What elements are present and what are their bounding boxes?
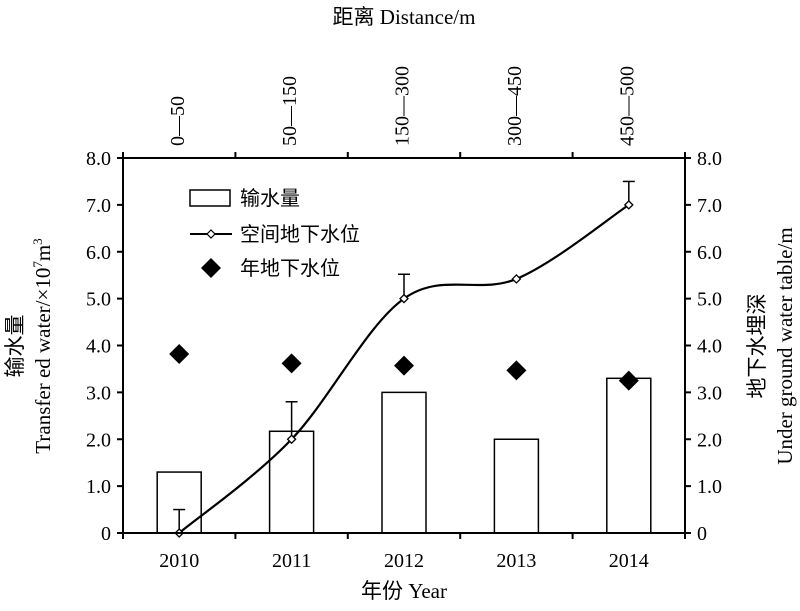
x-tick-label: 2012 <box>384 550 424 572</box>
legend-bar-label: 输水量 <box>240 186 300 210</box>
y-tick-label-left: 7.0 <box>86 195 111 217</box>
x-axis-title: 年份 Year <box>361 579 447 603</box>
left-axis-title-exp2: 3 <box>30 238 45 245</box>
y-tick-label-left: 2.0 <box>86 429 111 451</box>
line-layer <box>178 203 630 534</box>
line-point <box>399 293 409 304</box>
top-axis-title: 距离 Distance/m <box>333 5 476 29</box>
left-axis-title-en-main: Transfer ed water/×10 <box>31 268 55 454</box>
y-tick-label-left: 0 <box>101 523 111 545</box>
top-axis-label: 50—150 <box>279 76 301 146</box>
bar <box>268 430 315 534</box>
y-tick-label-right: 0 <box>697 523 707 545</box>
left-axis-title-unit: m <box>31 245 55 261</box>
legend-bar-swatch <box>189 189 231 207</box>
y-tick-label-left: 3.0 <box>86 382 111 404</box>
y-tick-label-right: 5.0 <box>697 289 722 311</box>
scatter-point <box>281 353 302 374</box>
left-axis-title: 输水量 Transfer ed water/×107m3 <box>3 238 55 453</box>
top-axis-label: 150—300 <box>392 66 414 146</box>
x-tick-label: 2014 <box>609 550 649 572</box>
y-tick-label-right: 1.0 <box>697 476 722 498</box>
top-axis-title-text: 距离 Distance/m <box>333 5 476 29</box>
y-tick-label-right: 8.0 <box>697 148 722 170</box>
right-axis-title-en: Under ground water table/m <box>773 227 797 464</box>
scatter-point <box>169 343 190 364</box>
x-tick-label: 2011 <box>272 550 311 572</box>
bar <box>381 391 427 534</box>
axes-layer: 0 0 1.0 1.0 2.0 2.0 3.0 3.0 4.0 4.0 5.0 5.0 6.0 6.0 7.… <box>86 66 722 572</box>
markers-layer <box>169 199 639 538</box>
right-axis-title-cn: 地下水埋深 <box>745 294 769 399</box>
y-tick-label-right: 6.0 <box>697 242 722 264</box>
y-tick-label-left: 5.0 <box>86 289 111 311</box>
scatter-point <box>506 360 527 381</box>
x-tick-label: 2013 <box>496 550 536 572</box>
left-axis-title-exp1: 7 <box>30 261 45 268</box>
line-point <box>511 274 522 284</box>
line-point <box>286 434 297 445</box>
top-axis-label: 450—500 <box>616 66 638 146</box>
y-tick-label-left: 6.0 <box>86 242 111 264</box>
legend-scatter-marker <box>201 258 221 278</box>
line-point <box>623 199 634 210</box>
x-axis-title-text: 年份 Year <box>361 579 447 603</box>
left-axis-title-cn: 输水量 <box>3 315 27 378</box>
legend-line-marker <box>206 229 216 239</box>
y-tick-label-left: 8.0 <box>86 148 111 170</box>
top-axis-label: 0—50 <box>167 96 189 146</box>
y-tick-label-right: 2.0 <box>697 429 722 451</box>
y-tick-label-right: 3.0 <box>697 382 722 404</box>
legend: 输水量 空间地下水位 年地下水位 <box>189 186 360 280</box>
left-axis-title-en: Transfer ed water/×107m3 <box>30 238 55 453</box>
top-axis-label: 300—450 <box>504 66 526 146</box>
legend-line-label: 空间地下水位 <box>240 222 360 246</box>
y-tick-label-left: 4.0 <box>86 336 111 358</box>
bar <box>493 438 540 534</box>
scatter-point <box>394 355 414 376</box>
y-tick-label-right: 4.0 <box>697 336 722 358</box>
scatter-point <box>618 370 639 391</box>
bar <box>606 377 652 534</box>
y-tick-label-left: 1.0 <box>86 476 111 498</box>
legend-scatter-label: 年地下水位 <box>240 256 340 280</box>
x-tick-label: 2010 <box>159 550 199 572</box>
y-tick-label-right: 7.0 <box>697 195 722 217</box>
bars-layer <box>156 377 652 534</box>
right-axis-title: 地下水埋深 Under ground water table/m <box>745 227 797 464</box>
series-line <box>178 203 630 534</box>
